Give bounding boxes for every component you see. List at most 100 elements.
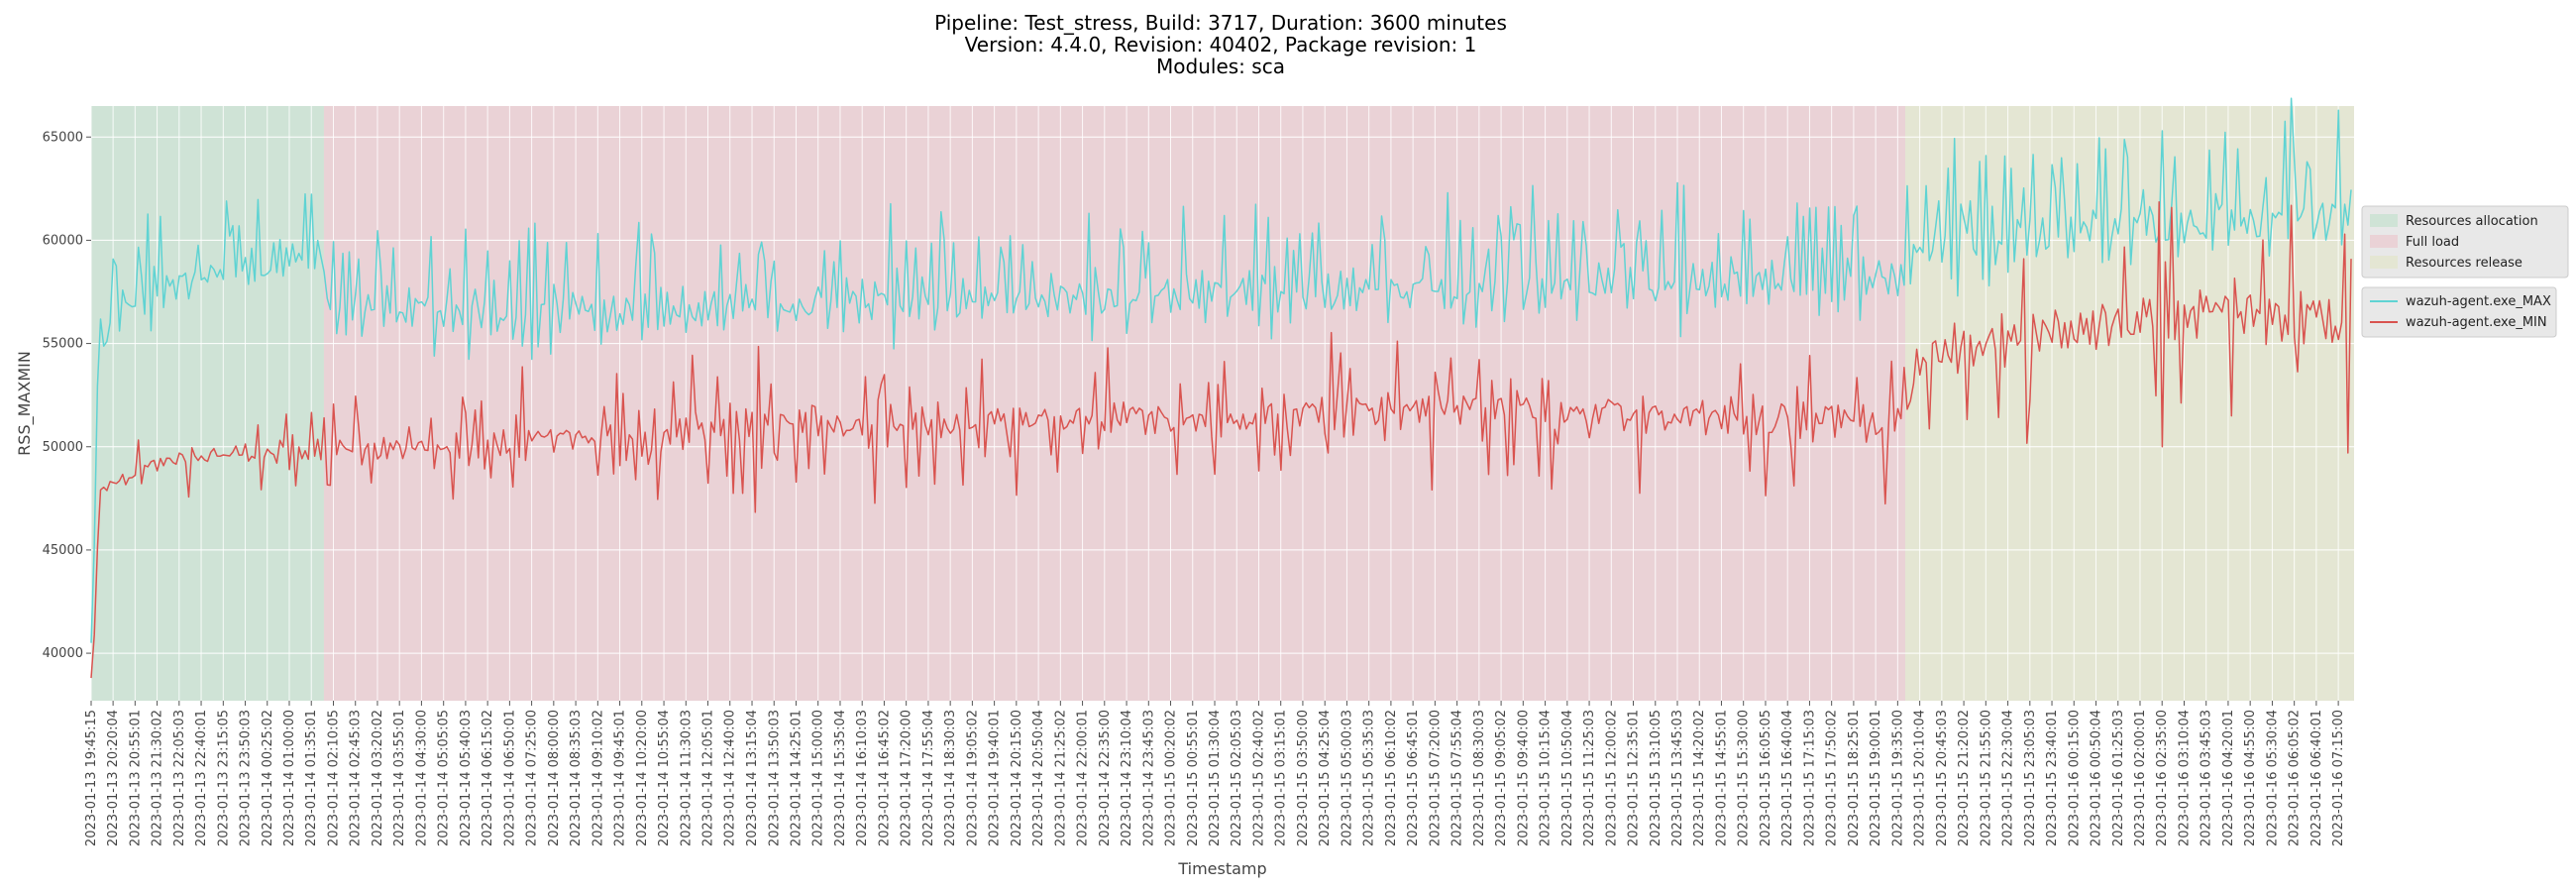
x-tick-label: 2023-01-14 17:20:00 [900, 710, 914, 846]
x-tick-label: 2023-01-15 18:25:01 [1847, 710, 1862, 846]
x-tick-label: 2023-01-16 04:55:00 [2243, 710, 2258, 846]
series-legend-label: wazuh-agent.exe_MIN [2406, 315, 2547, 330]
series-line-1 [90, 201, 2352, 679]
y-tick-label: 55000 [43, 337, 83, 352]
x-tick-label: 2023-01-14 08:00:00 [547, 710, 562, 846]
plot-area [90, 97, 2354, 701]
phase-span-0 [91, 106, 324, 701]
x-tick-label: 2023-01-15 17:15:03 [1802, 710, 1817, 846]
x-tick-label: 2023-01-14 23:10:04 [1120, 710, 1134, 846]
x-tick-label: 2023-01-15 11:25:03 [1582, 710, 1597, 846]
x-tick-label: 2023-01-15 10:50:04 [1560, 710, 1575, 846]
x-tick-label: 2023-01-16 02:00:01 [2133, 710, 2148, 846]
x-tick-label: 2023-01-16 04:20:01 [2221, 710, 2236, 846]
x-tick-label: 2023-01-14 05:40:03 [459, 710, 474, 846]
x-tick-label: 2023-01-14 21:25:02 [1053, 710, 1068, 846]
x-tick-label: 2023-01-15 13:45:03 [1670, 710, 1685, 846]
x-tick-label: 2023-01-15 17:50:02 [1825, 710, 1840, 846]
x-tick-label: 2023-01-14 19:05:02 [965, 710, 980, 846]
x-tick-label: 2023-01-15 23:40:01 [2045, 710, 2060, 846]
series-lines [90, 97, 2352, 679]
x-tick-label: 2023-01-14 10:20:00 [635, 710, 650, 846]
x-tick-label: 2023-01-15 20:45:03 [1935, 710, 1950, 846]
x-tick-label: 2023-01-15 07:20:00 [1428, 710, 1443, 846]
x-tick-label: 2023-01-14 11:30:03 [679, 710, 694, 846]
x-tick-label: 2023-01-14 08:35:03 [569, 710, 584, 846]
x-tick-label: 2023-01-15 15:30:00 [1737, 710, 1752, 846]
x-axis: 2023-01-13 19:45:15 2023-01-13 20:20:04 20… [84, 701, 2346, 846]
x-tick-label: 2023-01-13 21:30:02 [151, 710, 165, 846]
x-tick-label: 2023-01-15 04:25:04 [1318, 710, 1333, 846]
x-tick-label: 2023-01-14 22:00:01 [1076, 710, 1091, 846]
x-tick-label: 2023-01-14 23:45:03 [1141, 710, 1156, 846]
x-tick-label: 2023-01-16 03:10:04 [2177, 710, 2192, 846]
series-line-0 [90, 97, 2352, 643]
x-tick-label: 2023-01-15 12:00:02 [1604, 710, 1619, 846]
x-tick-label: 2023-01-15 06:45:01 [1406, 710, 1421, 846]
y-tick-label: 45000 [43, 543, 83, 558]
x-tick-label: 2023-01-14 05:05:05 [437, 710, 452, 846]
x-tick-label: 2023-01-16 02:35:00 [2155, 710, 2170, 846]
x-tick-label: 2023-01-15 14:20:02 [1692, 710, 1707, 846]
x-tick-label: 2023-01-15 13:10:05 [1649, 710, 1664, 846]
x-tick-label: 2023-01-15 00:55:01 [1186, 710, 1201, 846]
x-tick-label: 2023-01-14 16:10:03 [855, 710, 870, 846]
x-tick-label: 2023-01-14 19:40:01 [988, 710, 1003, 846]
x-tick-label: 2023-01-15 12:35:01 [1627, 710, 1642, 846]
x-tick-label: 2023-01-13 20:20:04 [106, 710, 121, 846]
x-tick-label: 2023-01-15 16:05:05 [1759, 710, 1773, 846]
phase-legend-label: Full load [2406, 235, 2459, 250]
series-legend-box [2361, 286, 2557, 338]
x-tick-label: 2023-01-14 02:45:03 [349, 710, 364, 846]
x-tick-label: 2023-01-15 02:05:03 [1230, 710, 1244, 846]
x-tick-label: 2023-01-14 06:15:02 [481, 710, 495, 846]
x-tick-label: 2023-01-14 09:45:01 [613, 710, 628, 846]
x-tick-label: 2023-01-15 05:00:03 [1340, 710, 1354, 846]
x-tick-label: 2023-01-14 13:15:04 [745, 710, 760, 846]
x-tick-label: 2023-01-15 19:35:00 [1890, 710, 1905, 846]
x-tick-label: 2023-01-14 03:20:02 [371, 710, 385, 846]
x-tick-label: 2023-01-15 09:05:02 [1494, 710, 1509, 846]
x-tick-label: 2023-01-14 01:35:01 [304, 710, 319, 846]
x-tick-label: 2023-01-14 17:55:04 [921, 710, 936, 846]
x-tick-label: 2023-01-15 21:55:00 [1979, 710, 1993, 846]
x-tick-label: 2023-01-16 00:15:00 [2067, 710, 2082, 846]
x-tick-label: 2023-01-14 06:50:01 [502, 710, 517, 846]
y-tick-label: 60000 [43, 233, 83, 248]
x-tick-label: 2023-01-14 20:50:04 [1031, 710, 1046, 846]
x-tick-label: 2023-01-16 03:45:03 [2200, 710, 2214, 846]
y-axis: 40000 45000 50000 55000 60000 65000 [43, 130, 91, 661]
x-tick-label: 2023-01-13 23:50:03 [239, 710, 254, 846]
x-tick-label: 2023-01-14 18:30:03 [943, 710, 958, 846]
x-tick-label: 2023-01-15 05:35:03 [1362, 710, 1377, 846]
grid-lines [90, 106, 2354, 701]
x-tick-label: 2023-01-15 01:30:04 [1208, 710, 1223, 846]
x-tick-label: 2023-01-14 12:05:01 [701, 710, 716, 846]
x-tick-label: 2023-01-15 23:05:03 [2023, 710, 2038, 846]
legend-phases: Resources allocation Full load Resources r… [2361, 205, 2569, 279]
title-line-1: Pipeline: Test_stress, Build: 3717, Dura… [934, 11, 1507, 35]
x-tick-label: 2023-01-14 02:10:05 [327, 710, 342, 846]
x-tick-label: 2023-01-15 03:15:01 [1274, 710, 1289, 846]
x-axis-label: Timestamp [1177, 859, 1266, 878]
x-tick-label: 2023-01-14 16:45:02 [877, 710, 892, 846]
phase-legend-swatch [2370, 256, 2398, 269]
x-tick-label: 2023-01-14 15:35:04 [833, 710, 848, 846]
phase-legend-swatch [2370, 235, 2398, 248]
x-tick-label: 2023-01-13 22:05:03 [172, 710, 187, 846]
x-tick-label: 2023-01-14 10:55:04 [657, 710, 672, 846]
x-tick-label: 2023-01-14 03:55:01 [392, 710, 407, 846]
legend-series: wazuh-agent.exe_MAX wazuh-agent.exe_MIN [2361, 286, 2557, 338]
x-tick-label: 2023-01-15 20:10:04 [1913, 710, 1928, 846]
x-tick-label: 2023-01-15 21:20:02 [1957, 710, 1972, 846]
x-tick-label: 2023-01-14 00:25:02 [261, 710, 275, 846]
x-tick-label: 2023-01-15 02:40:02 [1251, 710, 1266, 846]
x-tick-label: 2023-01-16 05:30:04 [2265, 710, 2280, 846]
x-tick-label: 2023-01-15 00:20:02 [1164, 710, 1179, 846]
x-tick-label: 2023-01-15 10:15:04 [1539, 710, 1554, 846]
x-tick-label: 2023-01-16 06:05:02 [2288, 710, 2303, 846]
x-tick-label: 2023-01-13 20:55:01 [128, 710, 143, 846]
x-tick-label: 2023-01-15 09:40:00 [1516, 710, 1531, 846]
x-tick-label: 2023-01-16 06:40:01 [2309, 710, 2324, 846]
